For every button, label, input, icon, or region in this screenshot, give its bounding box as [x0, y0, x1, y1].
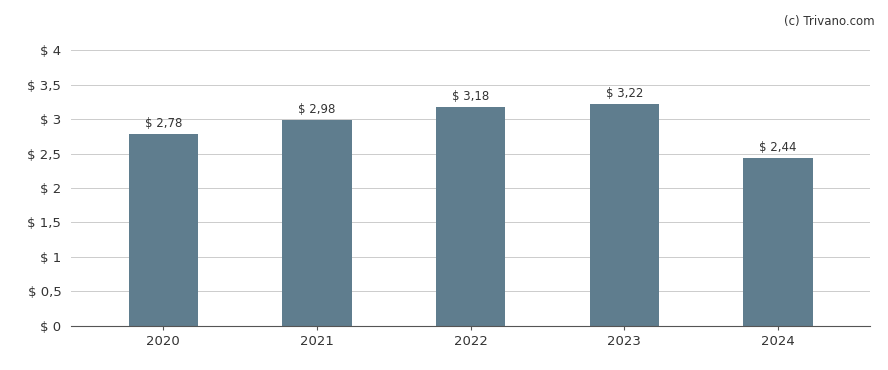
- Bar: [436, 107, 505, 326]
- Text: $ 3,22: $ 3,22: [606, 87, 643, 100]
- Text: (c) Trivano.com: (c) Trivano.com: [784, 15, 875, 28]
- Bar: [129, 134, 198, 326]
- Bar: [590, 104, 659, 326]
- Text: $ 2,44: $ 2,44: [759, 141, 797, 154]
- Text: $ 2,98: $ 2,98: [298, 103, 336, 116]
- Bar: [282, 121, 352, 326]
- Text: $ 2,78: $ 2,78: [145, 117, 182, 130]
- Bar: [743, 158, 813, 326]
- Text: $ 3,18: $ 3,18: [452, 90, 489, 102]
